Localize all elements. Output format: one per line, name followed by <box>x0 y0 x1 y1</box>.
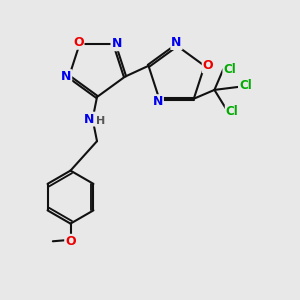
Text: N: N <box>112 37 122 50</box>
Text: O: O <box>65 235 76 248</box>
Text: N: N <box>152 95 163 108</box>
Text: N: N <box>61 70 71 83</box>
Text: N: N <box>84 112 94 126</box>
Text: N: N <box>171 36 182 49</box>
Text: H: H <box>96 116 106 126</box>
Text: O: O <box>73 36 83 49</box>
Text: O: O <box>203 59 213 72</box>
Text: Cl: Cl <box>239 79 252 92</box>
Text: Cl: Cl <box>226 106 238 118</box>
Text: Cl: Cl <box>224 63 236 76</box>
